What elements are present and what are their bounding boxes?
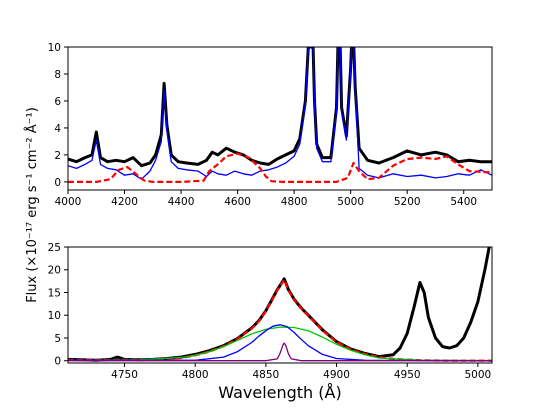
bottom-y-tick-label: 5	[54, 333, 61, 345]
bottom-series-3-line	[68, 324, 492, 362]
bottom-x-tick-label: 4950	[394, 369, 421, 381]
top-series-0-line	[68, 47, 492, 168]
bottom-plot-frame	[67, 246, 493, 364]
bottom-series-4-line	[68, 342, 492, 362]
top-x-tick-label: 5400	[450, 196, 477, 208]
top-y-tick-label: 4	[54, 123, 61, 135]
bottom-y-tick-label: 25	[48, 242, 61, 254]
bottom-x-tick-label: 4750	[111, 369, 138, 381]
bottom-series-1-line	[68, 278, 492, 362]
top-y-tick-label: 2	[54, 150, 61, 162]
top-y-tick-label: 8	[54, 69, 61, 81]
top-y-tick-label: 6	[54, 96, 61, 108]
bottom-x-tick-label: 4900	[323, 369, 350, 381]
top-panel: 4000 4200 4400 4600 4800 5000 5200 5400 0 2 4 6 8 10	[48, 42, 493, 208]
top-x-tick-label: 4800	[281, 196, 308, 208]
top-x-tick-label: 4400	[168, 196, 195, 208]
top-x-tick-label: 4000	[55, 196, 82, 208]
bottom-x-tick-label: 4800	[182, 369, 209, 381]
top-series-1-line	[68, 47, 492, 180]
top-x-tick-label: 4600	[224, 196, 251, 208]
top-x-tick-label: 4200	[111, 196, 138, 208]
top-x-tick-label: 5200	[394, 196, 421, 208]
bottom-x-tick-label: 5000	[464, 369, 491, 381]
top-y-tick-label: 0	[54, 177, 61, 189]
bottom-series-0-line	[68, 247, 491, 362]
top-plot-frame	[67, 46, 493, 191]
bottom-series-2-line	[68, 326, 492, 362]
y-axis-label: Flux (×10⁻¹⁷ erg s⁻¹ cm⁻² Å⁻¹)	[24, 107, 40, 303]
bottom-x-tick-label: 4850	[252, 369, 279, 381]
x-axis-label: Wavelength (Å)	[218, 383, 341, 402]
top-series-2-line	[68, 152, 492, 183]
bottom-y-tick-label: 20	[48, 265, 61, 277]
bottom-panel: 4750 4800 4850 4900 4950 5000 0 5 10 15 20 25	[48, 242, 493, 381]
bottom-y-tick-label: 10	[48, 310, 61, 322]
bottom-y-tick-label: 0	[54, 356, 61, 368]
top-x-tick-label: 5000	[337, 196, 364, 208]
bottom-y-tick-label: 15	[48, 287, 61, 299]
top-y-tick-label: 10	[48, 42, 61, 54]
